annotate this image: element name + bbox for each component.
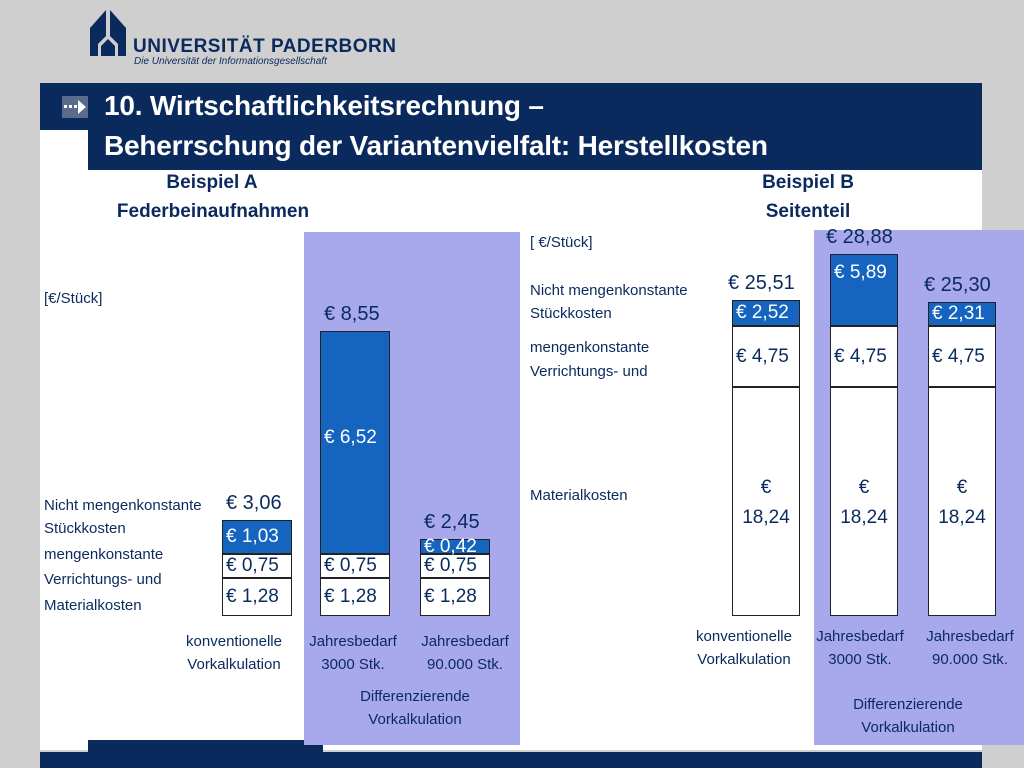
- chart-b-legend-line: Verrichtungs- und: [530, 363, 648, 380]
- chart-a-legend-line: Stückkosten: [44, 520, 126, 537]
- bar-segment: [830, 387, 898, 616]
- bar-total-label: € 25,51: [728, 272, 795, 294]
- slide-title-line-2: Beherrschung der Variantenvielfalt: Hers…: [104, 130, 768, 161]
- bar-value-label: €: [858, 477, 870, 498]
- chart-a-category-label: Jahresbedarf 3000 Stk.: [309, 633, 397, 673]
- chart-a-legend-line: mengenkonstante: [44, 546, 164, 563]
- bar-value-label: € 4,75: [736, 345, 789, 367]
- bar-segment: [420, 554, 490, 578]
- bar-value-label: € 1,03: [226, 526, 279, 547]
- slide-title-line-1: 10. Wirtschaftlichkeitsrechnung –: [104, 90, 544, 121]
- university-name: UNIVERSITÄT PADERBORN: [133, 36, 397, 57]
- chart-b-legend-line: Materialkosten: [530, 487, 628, 504]
- university-slogan: Die Universität der Informationsgesellsc…: [134, 56, 327, 67]
- footer-bar: [40, 752, 982, 768]
- bar-segment: [830, 326, 898, 387]
- bar-segment: [732, 326, 800, 387]
- bar-segment: [928, 326, 996, 387]
- bar-value-label: € 2,31: [932, 303, 985, 324]
- bar-segment: [732, 300, 800, 326]
- bar-value-label: 18,24: [742, 507, 790, 528]
- bar-total-label: € 28,88: [826, 226, 893, 248]
- bar-value-label: € 1,28: [226, 586, 279, 607]
- chart-a-category-label: konventionelle Vorkalkulation: [186, 633, 282, 673]
- bar-value-label: € 0,75: [226, 555, 279, 576]
- bar-value-label: € 5,89: [834, 262, 887, 283]
- title-bar: [88, 83, 982, 170]
- bar-value-label: €: [956, 477, 968, 498]
- bar-total-label: € 25,30: [924, 274, 991, 296]
- bar-segment: [222, 578, 292, 616]
- bar-segment: [320, 331, 390, 554]
- chart-a-subtitle: Federbeinaufnahmen: [116, 201, 310, 222]
- bar-segment: [222, 554, 292, 578]
- chart-b-category-label: konventionelle Vorkalkulation: [696, 628, 792, 668]
- bar-value-label: € 1,28: [324, 586, 377, 607]
- bar-value-label: €: [760, 477, 772, 498]
- chart-b-category-label: Jahresbedarf 90.000 Stk.: [926, 628, 1014, 668]
- bar-total-label: € 3,06: [226, 492, 282, 514]
- bar-value-label: € 4,75: [932, 345, 985, 367]
- chart-b-subtitle: Seitenteil: [765, 201, 851, 222]
- bar-segment: [928, 387, 996, 616]
- chart-b-group-label: Differenzierende Vorkalkulation: [853, 696, 963, 736]
- chart-a-legend-line: Materialkosten: [44, 597, 142, 614]
- bar-value-label: € 0,75: [324, 555, 377, 576]
- bar-segment: [732, 387, 800, 616]
- chart-b-legend-line: Nicht mengenkonstante: [530, 282, 688, 299]
- chart-a-group-label: Differenzierende Vorkalkulation: [360, 688, 470, 728]
- chart-b-title: Beispiel B: [762, 172, 854, 193]
- bar-segment: [320, 554, 390, 578]
- bar-segment: [420, 578, 490, 616]
- chart-a-category-label: Jahresbedarf 90.000 Stk.: [421, 633, 509, 673]
- arrow-right-icon: [62, 96, 88, 118]
- university-logo-icon: [90, 10, 126, 56]
- bar-value-label: € 0,75: [424, 555, 477, 576]
- bar-total-label: € 2,45: [424, 511, 480, 533]
- bar-segment: [420, 539, 490, 554]
- chart-b-legend-line: mengenkonstante: [530, 339, 650, 356]
- bar-value-label: € 6,52: [324, 427, 377, 448]
- bar-segment: [320, 578, 390, 616]
- chart-a-title: Beispiel A: [166, 172, 258, 193]
- bar-value-label: 18,24: [840, 507, 888, 528]
- chart-a-legend-line: Verrichtungs- und: [44, 571, 162, 588]
- chart-b-unit-label: [ €/Stück]: [530, 234, 593, 251]
- bar-segment: [222, 520, 292, 554]
- bar-segment: [928, 302, 996, 326]
- bar-segment: [830, 254, 898, 326]
- chart-a-legend-line: Nicht mengenkonstante: [44, 497, 202, 514]
- footer-accent: [88, 740, 323, 752]
- bar-value-label: € 4,75: [834, 345, 887, 367]
- bar-total-label: € 8,55: [324, 303, 380, 325]
- chart-b-legend-line: Stückkosten: [530, 305, 612, 322]
- chart-b-category-label: Jahresbedarf 3000 Stk.: [816, 628, 904, 668]
- bar-value-label: € 1,28: [424, 586, 477, 607]
- bar-value-label: € 2,52: [736, 302, 789, 323]
- bar-value-label: € 0,42: [424, 535, 477, 557]
- bar-value-label: 18,24: [938, 507, 986, 528]
- chart-a-unit-label: [€/Stück]: [44, 290, 103, 307]
